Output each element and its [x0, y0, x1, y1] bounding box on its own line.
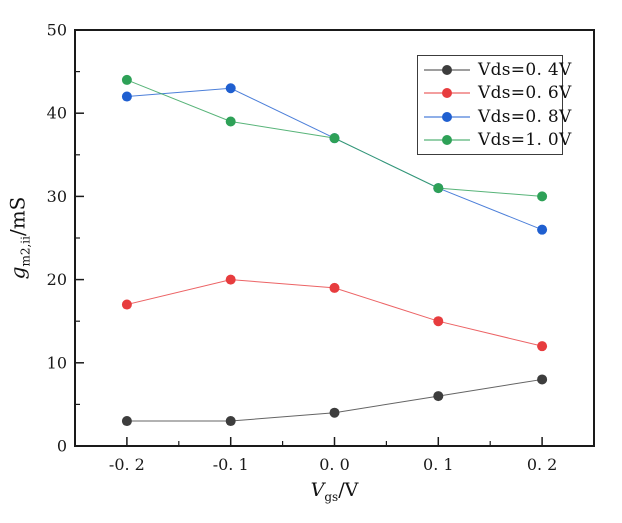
data-point-vds-0-6v: [433, 316, 444, 327]
data-point-vds-0-4v: [121, 416, 132, 427]
data-point-vds-0-6v: [121, 299, 132, 310]
data-point-vds-1-0v: [433, 183, 444, 194]
data-point-vds-0-4v: [433, 391, 444, 402]
legend-label-4: Vds=1. 0V: [478, 130, 572, 151]
legend-entry-2: Vds=0. 6V: [424, 82, 571, 106]
data-point-vds-0-4v: [329, 407, 340, 418]
legend-key-icon: [424, 135, 470, 146]
x-axis-label-unit: /V: [338, 479, 359, 501]
data-point-vds-0-6v: [225, 274, 236, 285]
data-point-vds-0-8v: [537, 224, 548, 235]
data-point-vds-0-8v: [225, 83, 236, 94]
legend-marker: [442, 135, 452, 146]
data-point-vds-1-0v: [225, 116, 236, 127]
legend-key-icon: [424, 111, 470, 122]
data-point-vds-0-6v: [329, 282, 340, 293]
data-point-vds-0-8v: [121, 91, 132, 102]
y-tick-label: 50: [47, 21, 67, 40]
data-point-vds-1-0v: [537, 191, 548, 202]
x-tick-label: 0. 2: [527, 455, 558, 474]
legend: Vds=0. 4V Vds=0. 6V Vds=0. 8V Vds=1. 0V: [417, 55, 571, 155]
series-vds-1-0v: [121, 74, 548, 202]
y-tick-label: 30: [47, 187, 67, 206]
data-point-vds-0-4v: [225, 416, 236, 427]
y-tick-label: 10: [47, 353, 67, 372]
series-vds-0-4v: [121, 374, 548, 427]
legend-key-icon: [424, 88, 470, 99]
legend-marker: [442, 64, 452, 75]
x-axis-label: Vgs/V: [75, 479, 594, 504]
y-axis-label-unit: /mS: [5, 196, 30, 237]
series-vds-0-6v: [121, 274, 548, 352]
legend-key-icon: [424, 64, 470, 75]
x-axis: -0. 2 -0. 1 0. 0 0. 1 0. 2: [109, 437, 557, 474]
legend-entry-1: Vds=0. 4V: [424, 58, 571, 82]
x-axis-label-subscript: gs: [324, 489, 339, 504]
x-tick-label: -0. 2: [109, 455, 145, 474]
data-point-vds-0-6v: [537, 341, 548, 352]
data-point-vds-0-4v: [537, 374, 548, 385]
plot-border: [74, 29, 595, 447]
legend-entry-3: Vds=0. 8V: [424, 105, 571, 129]
x-tick-label: 0. 0: [319, 455, 350, 474]
y-tick-label: 40: [47, 104, 67, 123]
data-point-vds-1-0v: [329, 133, 340, 144]
y-tick-label: 0: [57, 437, 67, 456]
x-tick-label: -0. 1: [213, 455, 249, 474]
legend-entry-4: Vds=1. 0V: [424, 129, 571, 153]
legend-label-2: Vds=0. 6V: [478, 83, 572, 104]
y-axis-label-subscript: m2,ii: [18, 236, 33, 267]
y-axis-label: gm2,ii/mS: [6, 197, 33, 280]
legend-label-1: Vds=0. 4V: [478, 59, 572, 80]
legend-marker: [442, 111, 452, 122]
y-axis-label-symbol: g: [5, 266, 30, 280]
data-point-vds-1-0v: [121, 74, 132, 85]
x-axis-label-symbol: V: [310, 479, 325, 501]
y-axis: 0 10 20 30 40 50: [47, 21, 84, 456]
legend-label-3: Vds=0. 8V: [478, 106, 572, 127]
y-tick-label: 20: [47, 270, 67, 289]
legend-marker: [442, 88, 452, 99]
x-tick-label: 0. 1: [423, 455, 454, 474]
